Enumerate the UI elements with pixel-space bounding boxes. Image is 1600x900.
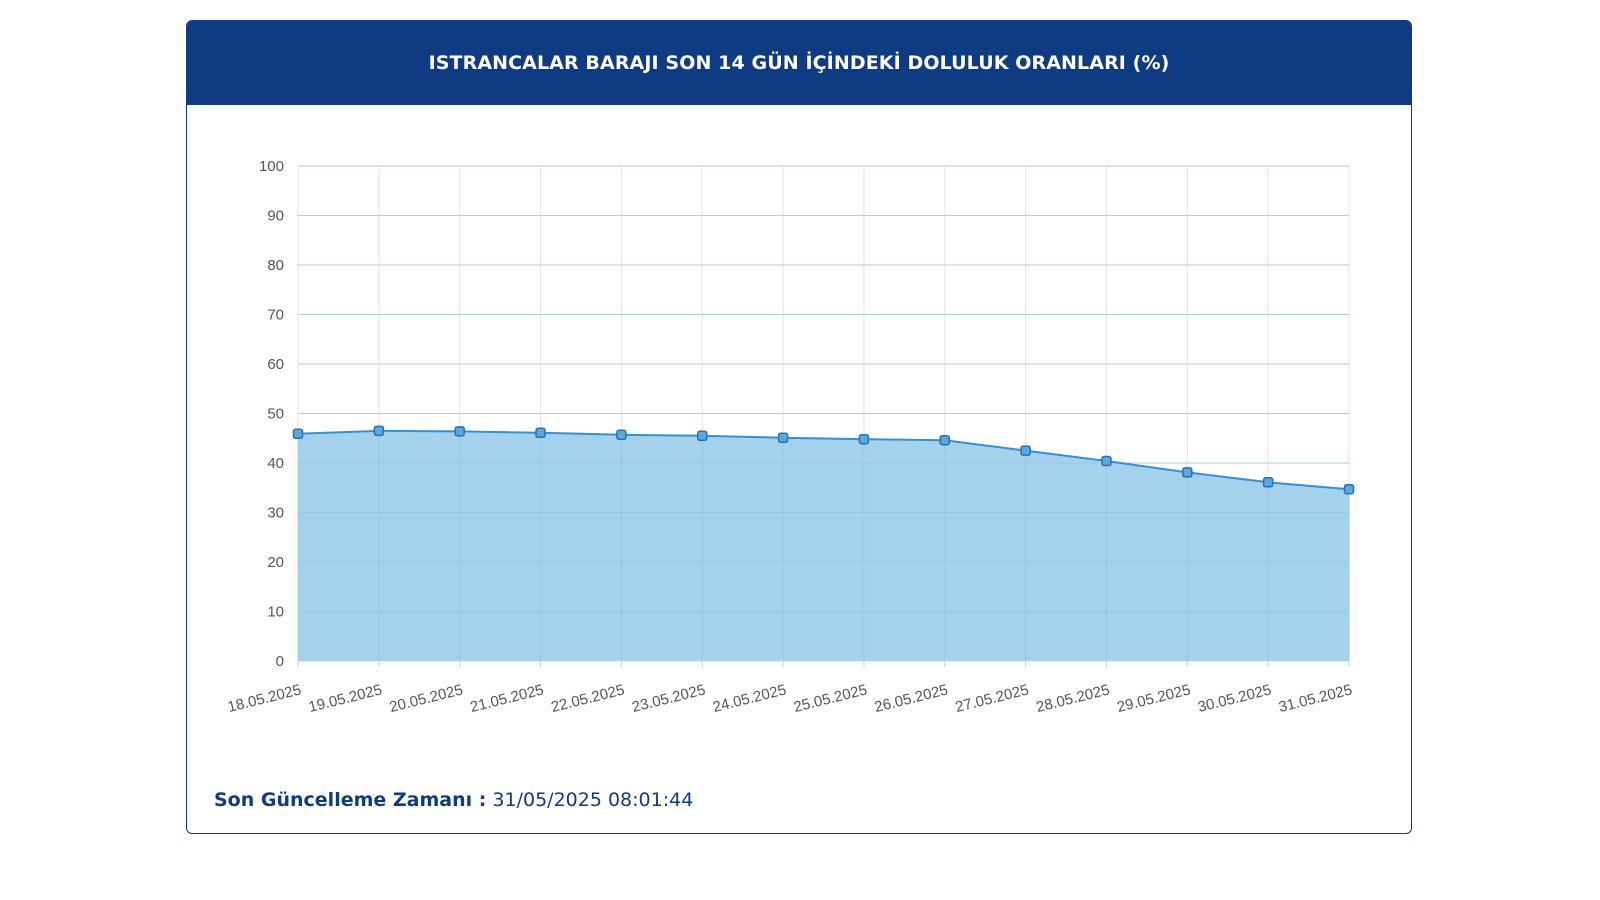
- y-tick-label: 100: [259, 158, 284, 175]
- data-point: [535, 427, 546, 439]
- data-point: [696, 430, 708, 442]
- x-axis-ticks: 18.05.2025 19.05.2025 20.05.2025 21.05.2025…: [226, 681, 1354, 716]
- y-tick-label: 70: [267, 307, 284, 324]
- y-tick-label: 10: [267, 604, 284, 621]
- line-layer: [297, 429, 1350, 491]
- data-point: [1101, 455, 1112, 467]
- chart-area: 0 10 20 30 40 50 60 70 80 90 100 18.05.2025 19.05.2…: [187, 105, 1411, 745]
- data-point: [1343, 483, 1355, 495]
- y-tick-label: 90: [267, 208, 284, 225]
- series-line: [297, 429, 1350, 491]
- x-tick-label: 23.05.2025: [630, 681, 707, 716]
- marker-layer: [292, 425, 1355, 495]
- y-tick-label: 40: [267, 455, 284, 472]
- data-point: [939, 434, 951, 446]
- data-point: [1020, 445, 1031, 456]
- x-tick-label: 25.05.2025: [792, 681, 869, 716]
- last-updated-value: 31/05/2025 08:01:44: [492, 789, 694, 811]
- data-point: [454, 426, 465, 437]
- data-point: [616, 429, 627, 441]
- data-point: [1182, 467, 1193, 478]
- data-point: [777, 432, 789, 444]
- last-updated-label: Son Güncelleme Zamanı :: [214, 789, 487, 811]
- y-tick-label: 50: [267, 406, 284, 423]
- x-tick-label: 24.05.2025: [711, 681, 788, 716]
- y-axis-ticks: 0 10 20 30 40 50 60 70 80 90 100: [259, 158, 284, 670]
- y-tick-label: 20: [267, 554, 284, 571]
- data-point: [858, 433, 870, 445]
- y-tick-label: 0: [276, 653, 284, 670]
- chart-title: ISTRANCALAR BARAJI SON 14 GÜN İÇİNDEKİ D…: [428, 52, 1170, 74]
- data-point: [292, 428, 304, 440]
- data-point: [1262, 477, 1274, 488]
- x-tick-label: 29.05.2025: [1115, 681, 1192, 716]
- x-tick-label: 18.05.2025: [226, 681, 303, 716]
- x-tick-label: 27.05.2025: [954, 681, 1031, 716]
- x-tick-label: 21.05.2025: [469, 681, 546, 716]
- x-tick-label: 22.05.2025: [549, 681, 626, 716]
- x-tick-label: 26.05.2025: [873, 681, 950, 716]
- x-tick-label: 19.05.2025: [307, 681, 384, 716]
- area-chart: 0 10 20 30 40 50 60 70 80 90 100 18.05.2025 19.05.2…: [226, 158, 1355, 716]
- area-layer: [297, 165, 1350, 661]
- card-header: ISTRANCALAR BARAJI SON 14 GÜN İÇİNDEKİ D…: [187, 21, 1411, 105]
- y-tick-label: 60: [267, 356, 284, 373]
- x-tick-label: 28.05.2025: [1034, 681, 1111, 716]
- last-updated: Son Güncelleme Zamanı : 31/05/2025 08:01…: [214, 789, 693, 811]
- x-tick-label: 30.05.2025: [1196, 681, 1273, 716]
- x-tick-label: 31.05.2025: [1277, 681, 1354, 716]
- area-fill: [298, 430, 1349, 661]
- x-tick-label: 20.05.2025: [388, 681, 465, 716]
- chart-card: ISTRANCALAR BARAJI SON 14 GÜN İÇİNDEKİ D…: [186, 20, 1412, 834]
- y-tick-label: 80: [267, 257, 284, 274]
- data-point: [373, 425, 385, 437]
- y-tick-label: 30: [267, 505, 284, 522]
